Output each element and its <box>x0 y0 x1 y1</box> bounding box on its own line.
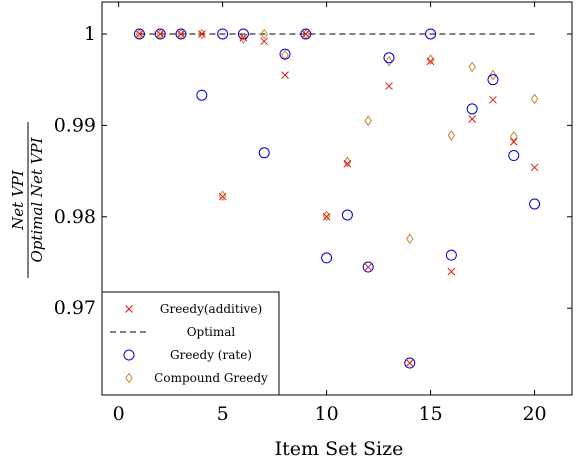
data-point-greedy-additive <box>218 192 227 201</box>
data-point-greedy-additive <box>447 267 456 276</box>
data-point-greedy-additive <box>301 30 310 38</box>
data-point-greedy-additive <box>364 263 373 271</box>
data-point-greedy-additive <box>281 71 289 79</box>
x-tick-label: 0 <box>113 403 125 425</box>
y-tick-label: 0.98 <box>54 206 96 228</box>
y-axis-label-numerator: Net VPI <box>9 169 27 231</box>
data-point-greedy-additive <box>385 82 393 90</box>
data-point-greedy-additive <box>197 30 206 38</box>
data-point-greedy-rate <box>154 28 166 40</box>
data-point-greedy-rate <box>445 249 457 261</box>
legend-label: Optimal <box>187 325 236 339</box>
series-layer <box>133 28 541 369</box>
data-point-compound-greedy <box>385 56 393 67</box>
data-point-greedy-rate <box>404 357 416 369</box>
y-tick-label: 0.97 <box>54 297 96 319</box>
data-point-greedy-additive <box>322 212 331 221</box>
data-point-greedy-rate <box>279 48 291 60</box>
data-point-greedy-additive <box>177 30 185 38</box>
legend: Greedy(additive) Optimal Greedy (rate) Comp… <box>101 291 280 396</box>
data-point-compound-greedy <box>468 61 476 73</box>
y-tick-label: 0.99 <box>54 114 96 136</box>
x-tick-label: 15 <box>418 403 442 425</box>
data-point-greedy-additive <box>509 137 518 146</box>
data-point-compound-greedy <box>239 33 248 44</box>
data-point-greedy-additive <box>426 57 435 66</box>
data-point-compound-greedy <box>510 131 518 142</box>
data-point-greedy-rate <box>321 252 333 264</box>
x-tick-label: 5 <box>217 403 229 425</box>
data-point-compound-greedy <box>530 93 539 105</box>
data-point-greedy-rate <box>300 28 312 40</box>
data-point-greedy-rate <box>133 28 145 40</box>
y-tick-label: 1 <box>84 23 96 45</box>
legend-symbol <box>125 372 133 384</box>
data-point-greedy-additive <box>343 159 352 168</box>
data-point-greedy-rate <box>383 52 395 64</box>
data-point-greedy-rate <box>237 28 249 40</box>
data-point-compound-greedy <box>406 233 414 244</box>
x-tick-label: 20 <box>522 403 546 425</box>
data-point-greedy-rate <box>196 89 208 101</box>
y-axis-label: Net VPI Optimal Net VPI <box>9 122 46 278</box>
data-point-compound-greedy <box>426 54 435 65</box>
data-point-greedy-additive <box>468 115 477 123</box>
data-point-greedy-additive <box>405 359 414 367</box>
data-point-compound-greedy <box>343 156 352 168</box>
data-point-greedy-rate <box>529 198 541 210</box>
data-point-compound-greedy <box>447 130 456 141</box>
plot-frame <box>101 1 573 396</box>
legend-label: Compound Greedy <box>154 371 268 385</box>
data-point-greedy-additive <box>156 30 165 38</box>
data-point-greedy-additive <box>135 30 144 38</box>
data-point-greedy-rate <box>508 150 520 162</box>
data-point-compound-greedy <box>260 28 268 40</box>
data-point-greedy-rate <box>341 209 353 221</box>
legend-label: Greedy (rate) <box>170 348 252 362</box>
x-axis-label: Item Set Size <box>275 438 404 459</box>
data-point-greedy-rate <box>466 103 478 115</box>
data-point-greedy-rate <box>258 147 270 159</box>
data-point-greedy-rate <box>487 74 499 86</box>
data-point-greedy-additive <box>530 163 539 172</box>
data-point-greedy-additive <box>260 37 269 46</box>
data-point-greedy-rate <box>217 28 229 40</box>
legend-label: Greedy(additive) <box>160 302 262 316</box>
data-point-greedy-additive <box>239 33 248 42</box>
data-point-compound-greedy <box>364 115 372 127</box>
data-point-compound-greedy <box>489 69 497 81</box>
legend-box <box>101 291 280 396</box>
legend-symbol <box>123 349 135 361</box>
legend-symbol <box>125 305 133 313</box>
data-point-greedy-rate <box>362 261 374 273</box>
x-tick-label: 10 <box>315 403 339 425</box>
y-axis-label-denominator: Optimal Net VPI <box>28 136 46 262</box>
data-point-greedy-additive <box>489 95 497 104</box>
x-axis-ticks: 0 5 10 15 20 <box>113 2 547 425</box>
data-point-greedy-rate <box>425 28 437 40</box>
data-point-greedy-rate <box>175 28 187 40</box>
legend-entries: Greedy(additive) Optimal Greedy (rate) Comp… <box>110 302 268 385</box>
y-axis-ticks: 0.97 0.98 0.99 1 <box>54 23 572 319</box>
